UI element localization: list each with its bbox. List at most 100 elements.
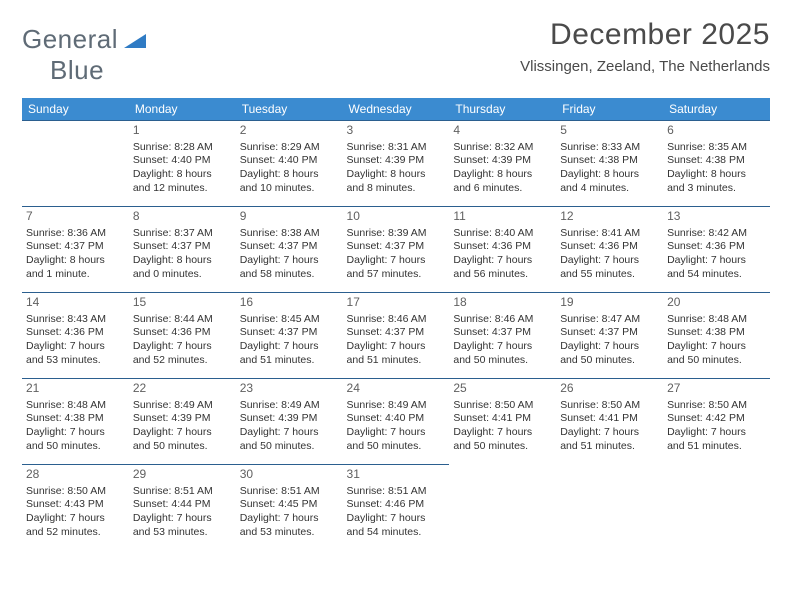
sunrise-text: Sunrise: 8:50 AM [667,399,766,413]
calendar-row: 7Sunrise: 8:36 AMSunset: 4:37 PMDaylight… [22,207,770,293]
daylight-text: Daylight: 7 hours and 52 minutes. [26,512,125,539]
day-number: 4 [453,123,552,139]
calendar-cell: 11Sunrise: 8:40 AMSunset: 4:36 PMDayligh… [449,207,556,293]
calendar-cell: 20Sunrise: 8:48 AMSunset: 4:38 PMDayligh… [663,293,770,379]
calendar-cell: 23 Sunrise: 8:49 AMSunset: 4:39 PMDayligh… [236,379,343,465]
sunrise-text: Sunrise: 8:48 AM [26,399,125,413]
sunrise-text: Sunrise: 8:44 AM [133,313,232,327]
day-number: 3 [347,123,446,139]
weekday-header: Saturday [663,98,770,121]
daylight-text: Daylight: 7 hours and 50 minutes. [26,426,125,453]
calendar-cell [663,465,770,551]
sunset-text: Sunset: 4:39 PM [240,412,339,426]
calendar-cell: 14Sunrise: 8:43 AMSunset: 4:36 PMDayligh… [22,293,129,379]
sunrise-text: Sunrise: 8:37 AM [133,227,232,241]
weekday-header: Monday [129,98,236,121]
calendar-cell: 29Sunrise: 8:51 AMSunset: 4:44 PMDayligh… [129,465,236,551]
day-number: 22 [133,381,232,397]
sunset-text: Sunset: 4:40 PM [133,154,232,168]
sunrise-text: Sunrise: 8:51 AM [240,485,339,499]
sunset-text: Sunset: 4:36 PM [453,240,552,254]
daylight-text: Daylight: 7 hours and 53 minutes. [240,512,339,539]
daylight-text: Daylight: 7 hours and 55 minutes. [560,254,659,281]
day-number: 6 [667,123,766,139]
sunset-text: Sunset: 4:36 PM [667,240,766,254]
weekday-header: Thursday [449,98,556,121]
sunrise-text: Sunrise: 8:47 AM [560,313,659,327]
calendar-cell [449,465,556,551]
weekday-header: Wednesday [343,98,450,121]
day-number: 29 [133,467,232,483]
day-number: 15 [133,295,232,311]
calendar-cell: 6Sunrise: 8:35 AMSunset: 4:38 PMDaylight… [663,121,770,207]
calendar-header-row: Sunday Monday Tuesday Wednesday Thursday… [22,98,770,121]
daylight-text: Daylight: 8 hours and 1 minute. [26,254,125,281]
logo: General Blue [22,18,146,86]
daylight-text: Daylight: 7 hours and 51 minutes. [667,426,766,453]
sunrise-text: Sunrise: 8:51 AM [133,485,232,499]
calendar-cell: 15 Sunrise: 8:44 AMSunset: 4:36 PMDayligh… [129,293,236,379]
day-number: 8 [133,209,232,225]
daylight-text: Daylight: 7 hours and 51 minutes. [240,340,339,367]
sunset-text: Sunset: 4:41 PM [560,412,659,426]
day-number: 30 [240,467,339,483]
calendar-cell: 13Sunrise: 8:42 AMSunset: 4:36 PMDayligh… [663,207,770,293]
calendar-row: 14Sunrise: 8:43 AMSunset: 4:36 PMDayligh… [22,293,770,379]
logo-word-blue: Blue [22,55,104,85]
sunrise-text: Sunrise: 8:49 AM [240,399,339,413]
sunrise-text: Sunrise: 8:49 AM [133,399,232,413]
daylight-text: Daylight: 8 hours and 0 minutes. [133,254,232,281]
calendar-cell: 3Sunrise: 8:31 AMSunset: 4:39 PMDaylight… [343,121,450,207]
sunset-text: Sunset: 4:37 PM [560,326,659,340]
day-number: 9 [240,209,339,225]
calendar-body: 1Sunrise: 8:28 AMSunset: 4:40 PMDaylight… [22,121,770,551]
sunrise-text: Sunrise: 8:29 AM [240,141,339,155]
day-number: 31 [347,467,446,483]
sunrise-text: Sunrise: 8:32 AM [453,141,552,155]
sunset-text: Sunset: 4:45 PM [240,498,339,512]
day-number: 2 [240,123,339,139]
sunset-text: Sunset: 4:39 PM [347,154,446,168]
sunrise-text: Sunrise: 8:28 AM [133,141,232,155]
calendar-cell: 21Sunrise: 8:48 AMSunset: 4:38 PMDayligh… [22,379,129,465]
day-number: 28 [26,467,125,483]
sunset-text: Sunset: 4:36 PM [133,326,232,340]
logo-text-wrap: General Blue [22,24,146,86]
sunrise-text: Sunrise: 8:42 AM [667,227,766,241]
sunset-text: Sunset: 4:36 PM [26,326,125,340]
daylight-text: Daylight: 7 hours and 53 minutes. [26,340,125,367]
sunset-text: Sunset: 4:37 PM [347,240,446,254]
calendar-cell [556,465,663,551]
day-number: 23 [240,381,339,397]
sunset-text: Sunset: 4:38 PM [667,154,766,168]
calendar-cell: 4Sunrise: 8:32 AMSunset: 4:39 PMDaylight… [449,121,556,207]
sunrise-text: Sunrise: 8:31 AM [347,141,446,155]
day-number: 16 [240,295,339,311]
sunrise-text: Sunrise: 8:50 AM [26,485,125,499]
sunset-text: Sunset: 4:43 PM [26,498,125,512]
daylight-text: Daylight: 7 hours and 56 minutes. [453,254,552,281]
title-block: December 2025 Vlissingen, Zeeland, The N… [520,18,770,75]
sunrise-text: Sunrise: 8:39 AM [347,227,446,241]
daylight-text: Daylight: 7 hours and 58 minutes. [240,254,339,281]
sunrise-text: Sunrise: 8:48 AM [667,313,766,327]
calendar-cell: 24Sunrise: 8:49 AMSunset: 4:40 PMDayligh… [343,379,450,465]
weekday-header: Friday [556,98,663,121]
sunrise-text: Sunrise: 8:35 AM [667,141,766,155]
daylight-text: Daylight: 7 hours and 54 minutes. [667,254,766,281]
daylight-text: Daylight: 8 hours and 4 minutes. [560,168,659,195]
calendar-row: 28Sunrise: 8:50 AMSunset: 4:43 PMDayligh… [22,465,770,551]
logo-triangle-icon [124,32,146,53]
day-number: 24 [347,381,446,397]
daylight-text: Daylight: 7 hours and 52 minutes. [133,340,232,367]
daylight-text: Daylight: 7 hours and 50 minutes. [453,340,552,367]
day-number: 10 [347,209,446,225]
daylight-text: Daylight: 8 hours and 12 minutes. [133,168,232,195]
sunrise-text: Sunrise: 8:43 AM [26,313,125,327]
calendar-cell: 31Sunrise: 8:51 AMSunset: 4:46 PMDayligh… [343,465,450,551]
daylight-text: Daylight: 7 hours and 51 minutes. [560,426,659,453]
page-title: December 2025 [520,18,770,52]
calendar-cell: 17Sunrise: 8:46 AMSunset: 4:37 PMDayligh… [343,293,450,379]
daylight-text: Daylight: 7 hours and 50 minutes. [240,426,339,453]
calendar-cell: 12Sunrise: 8:41 AMSunset: 4:36 PMDayligh… [556,207,663,293]
